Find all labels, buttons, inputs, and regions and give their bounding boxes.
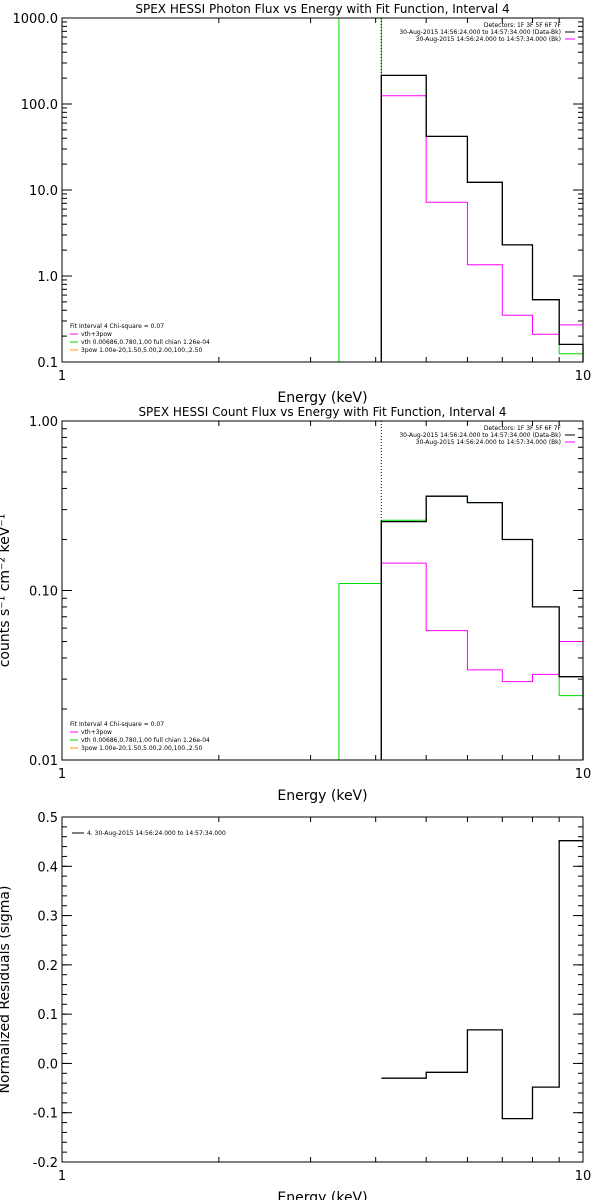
count-header-line: Detectors: 1F 3F 5F 6F 7F: [484, 425, 562, 432]
resid-y-tick-label: 0.4: [37, 860, 58, 875]
resid-x-tick-label: 1: [58, 1169, 66, 1184]
count-plot-frame: [61, 420, 584, 761]
photon-plot-frame: [61, 17, 584, 363]
photon-legend-line: 3pow 1.00e-20,1.50,5.00,2.00,100.,2.50: [81, 347, 202, 354]
photon-x-axis-label: Energy (keV): [277, 390, 367, 406]
photon-y-tick-label: 1.0: [37, 270, 58, 285]
resid-x-tick-label: 10: [575, 1169, 592, 1184]
resid-plot-frame: [61, 816, 584, 1163]
photon-y-tick-label: 100.0: [21, 98, 58, 113]
count-y-tick-label: 1.00: [29, 415, 58, 430]
count-series-0: [380, 495, 584, 760]
count-title: SPEX HESSI Count Flux vs Energy with Fit…: [138, 405, 506, 419]
photon-title: SPEX HESSI Photon Flux vs Energy with Fi…: [135, 2, 509, 16]
photon-y-tick-label: 0.1: [37, 356, 58, 371]
resid-y-tick-label: -0.2: [33, 1156, 58, 1171]
count-legend-line: vth 0.00686,0.780,1.00 full chian 1.26e-…: [81, 737, 210, 744]
count-legend-line: Fit Interval 4 Chi-square = 0.07: [70, 721, 164, 728]
resid-y-axis-label: Normalized Residuals (sigma): [0, 886, 13, 1094]
photon-series-0: [380, 74, 584, 362]
photon-x-tick-label: 10: [575, 369, 592, 384]
resid-legend-entry: 4. 30-Aug-2015 14:56:24.000 to 14:57:34.…: [87, 830, 226, 837]
count-x-tick-label: 1: [58, 767, 66, 782]
resid-y-tick-label: 0.2: [37, 959, 58, 974]
count-x-axis-label: Energy (keV): [277, 788, 367, 804]
count-y-tick-label: 0.10: [29, 585, 58, 600]
resid-series-0: [381, 840, 583, 1120]
photon-header-line: Detectors: 1F 3F 5F 6F 7F: [484, 22, 562, 29]
photon-legend-line: Fit Interval 4 Chi-square = 0.07: [70, 323, 164, 330]
count-legend-line: 3pow 1.00e-20,1.50,5.00,2.00,100.,2.50: [81, 745, 202, 752]
resid-y-tick-label: -0.1: [33, 1107, 58, 1122]
photon-legend-line: vth 0.00686,0.780,1.00 full chian 1.26e-…: [81, 339, 210, 346]
photon-x-tick-label: 1: [58, 369, 66, 384]
count-legend-line: vth+3pow: [81, 729, 112, 736]
count-header-line: 30-Aug-2015 14:56:24.000 to 14:57:34.000…: [399, 432, 561, 439]
count-panel: SPEX HESSI Count Flux vs Energy with Fit…: [0, 405, 591, 804]
photon-y-tick-label: 1000.0: [13, 12, 59, 27]
count-header-line: 30-Aug-2015 14:56:24.000 to 14:57:34.000…: [416, 439, 561, 446]
resid-y-tick-label: 0.5: [37, 811, 58, 826]
count-series-1: [380, 562, 584, 760]
photon-series-2: [338, 17, 584, 362]
photon-series-1: [380, 95, 584, 362]
photon-legend-line: vth+3pow: [81, 331, 112, 338]
count-y-tick-label: 0.01: [29, 754, 58, 769]
resid-y-tick-label: 0.0: [37, 1057, 58, 1072]
count-x-tick-label: 10: [575, 767, 592, 782]
photon-y-tick-label: 10.0: [29, 184, 58, 199]
photon-panel: SPEX HESSI Photon Flux vs Energy with Fi…: [13, 2, 592, 406]
resid-x-axis-label: Energy (keV): [277, 1190, 367, 1200]
count-series-2: [338, 495, 584, 760]
photon-header-line: 30-Aug-2015 14:56:24.000 to 14:57:34.000…: [416, 36, 561, 43]
photon-header-line: 30-Aug-2015 14:56:24.000 to 14:57:34.000…: [399, 29, 561, 36]
count-y-axis-label: counts s⁻¹ cm⁻² keV⁻¹: [0, 514, 13, 668]
resid-y-tick-label: 0.1: [37, 1008, 58, 1023]
resid-panel: 1 10 -0.2 -0.1 0.0 0.1 0.2 0.3 0.4 0.5 Energy (keV…: [0, 811, 591, 1200]
resid-y-tick-label: 0.3: [37, 910, 58, 925]
